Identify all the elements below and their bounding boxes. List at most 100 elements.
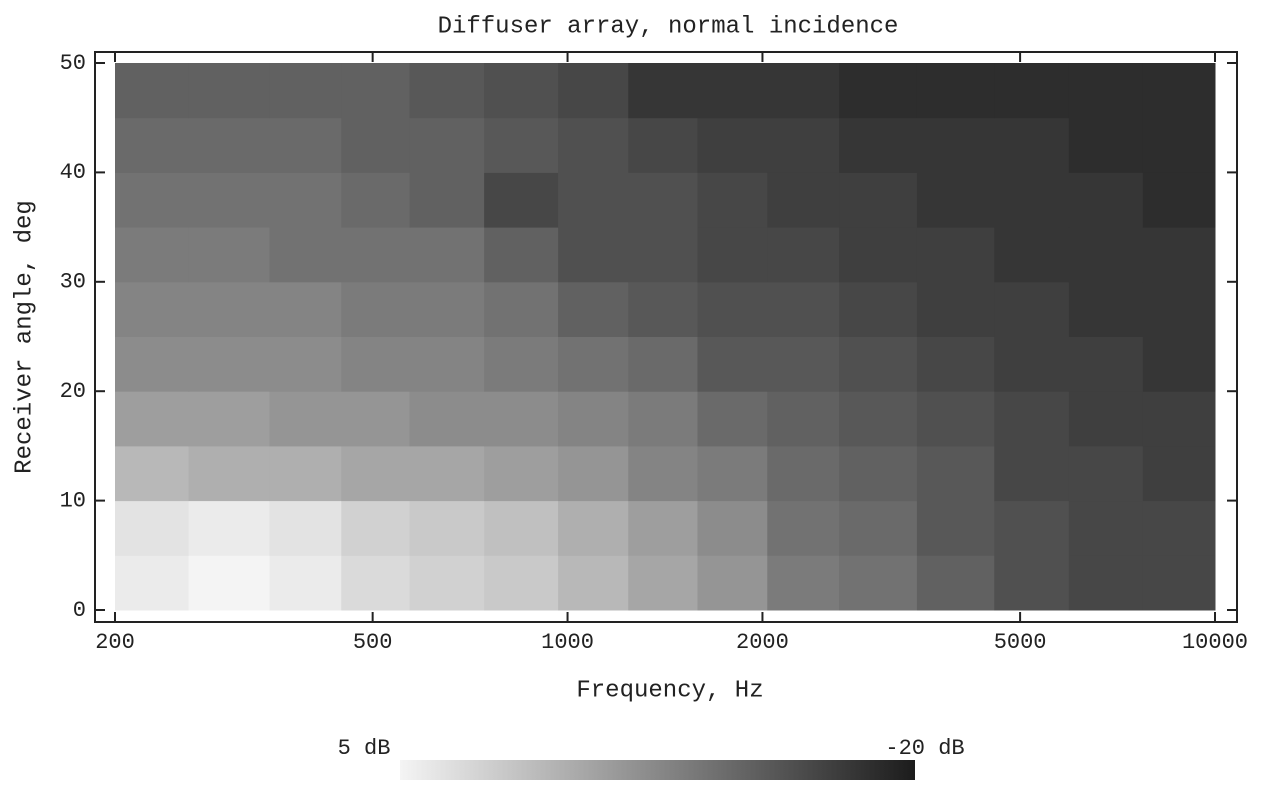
heat-cell bbox=[767, 500, 840, 556]
heat-cell bbox=[767, 227, 840, 283]
heat-cell bbox=[409, 63, 485, 119]
x-tick-label: 10000 bbox=[1182, 630, 1248, 655]
heat-cell bbox=[558, 336, 629, 392]
x-tick-label: 5000 bbox=[994, 630, 1047, 655]
heat-cell bbox=[697, 555, 768, 611]
heat-cell bbox=[994, 391, 1070, 447]
heat-cell bbox=[409, 445, 485, 502]
x-tick-label: 200 bbox=[95, 630, 135, 655]
x-axis-label: Frequency, Hz bbox=[576, 677, 763, 704]
heat-cell bbox=[994, 336, 1070, 392]
heat-cell bbox=[994, 555, 1070, 611]
heat-cell bbox=[1142, 281, 1216, 337]
heat-cell bbox=[188, 281, 270, 337]
heat-cell bbox=[628, 555, 698, 611]
heat-cell bbox=[484, 227, 559, 283]
heat-cell bbox=[839, 555, 918, 611]
heat-cell bbox=[839, 500, 918, 556]
heat-cell bbox=[269, 63, 342, 119]
y-tick-label: 10 bbox=[60, 488, 86, 513]
heat-cell bbox=[484, 281, 559, 337]
heat-cell bbox=[916, 172, 995, 228]
heat-cell bbox=[484, 117, 559, 173]
heat-cell bbox=[409, 227, 485, 283]
heat-cell bbox=[188, 336, 270, 392]
heat-cell bbox=[697, 281, 768, 337]
heat-cell bbox=[839, 117, 918, 173]
heat-cell bbox=[341, 117, 411, 173]
heat-cell bbox=[558, 281, 629, 337]
heat-cell bbox=[115, 63, 190, 119]
heat-cell bbox=[558, 391, 629, 447]
heat-cell bbox=[1068, 63, 1144, 119]
x-tick-label: 500 bbox=[353, 630, 393, 655]
heat-cell bbox=[269, 500, 342, 556]
heat-cell bbox=[994, 63, 1070, 119]
heat-cell bbox=[409, 555, 485, 611]
heat-cell bbox=[188, 391, 270, 447]
heat-cell bbox=[269, 117, 342, 173]
heat-cell bbox=[839, 391, 918, 447]
heat-cell bbox=[916, 63, 995, 119]
heat-cell bbox=[1068, 117, 1144, 173]
heat-cell bbox=[628, 445, 698, 502]
heat-cell bbox=[341, 555, 411, 611]
heat-cell bbox=[839, 336, 918, 392]
heat-cell bbox=[341, 63, 411, 119]
heat-cell bbox=[767, 555, 840, 611]
heat-cell bbox=[839, 63, 918, 119]
heat-cell bbox=[115, 391, 190, 447]
heat-cell bbox=[767, 63, 840, 119]
heat-cell bbox=[1142, 391, 1216, 447]
heat-cell bbox=[409, 172, 485, 228]
heat-cell bbox=[916, 391, 995, 447]
heat-cell bbox=[1068, 391, 1144, 447]
heat-cell bbox=[558, 500, 629, 556]
y-axis-label: Receiver angle, deg bbox=[11, 200, 38, 474]
heat-cell bbox=[697, 172, 768, 228]
heat-cell bbox=[341, 445, 411, 502]
colorbar-label: -20 dB bbox=[885, 736, 964, 761]
y-tick-label: 50 bbox=[60, 51, 86, 76]
heat-cell bbox=[115, 336, 190, 392]
heat-cell bbox=[767, 281, 840, 337]
heat-cell bbox=[115, 445, 190, 502]
heat-cell bbox=[1068, 281, 1144, 337]
heat-cell bbox=[767, 391, 840, 447]
heat-cell bbox=[1142, 336, 1216, 392]
heat-cell bbox=[188, 445, 270, 502]
heat-cell bbox=[1068, 227, 1144, 283]
heat-cell bbox=[558, 445, 629, 502]
heat-cell bbox=[916, 336, 995, 392]
plot-frame bbox=[94, 51, 1238, 623]
heat-cell bbox=[269, 445, 342, 502]
heat-cell bbox=[558, 555, 629, 611]
heat-cell bbox=[916, 500, 995, 556]
heat-cell bbox=[628, 500, 698, 556]
heat-cell bbox=[767, 172, 840, 228]
heat-cell bbox=[484, 391, 559, 447]
y-tick-label: 30 bbox=[60, 270, 86, 295]
heat-cell bbox=[558, 172, 629, 228]
chart-title: Diffuser array, normal incidence bbox=[438, 13, 899, 40]
heat-cell bbox=[115, 555, 190, 611]
heat-cell bbox=[1142, 63, 1216, 119]
y-tick-label: 40 bbox=[60, 160, 86, 185]
heat-cell bbox=[697, 445, 768, 502]
heat-cell bbox=[628, 117, 698, 173]
heat-cell bbox=[341, 172, 411, 228]
heat-cell bbox=[628, 281, 698, 337]
heat-cell bbox=[916, 117, 995, 173]
heat-cell bbox=[994, 281, 1070, 337]
heat-cell bbox=[341, 336, 411, 392]
heat-cell bbox=[484, 172, 559, 228]
heat-cell bbox=[269, 391, 342, 447]
heat-cell bbox=[269, 172, 342, 228]
heat-cell bbox=[115, 281, 190, 337]
y-tick-label: 0 bbox=[73, 598, 86, 623]
heat-cell bbox=[839, 281, 918, 337]
heat-cell bbox=[1142, 555, 1216, 611]
heat-cell bbox=[269, 555, 342, 611]
heat-cell bbox=[115, 117, 190, 173]
heat-cell bbox=[1068, 445, 1144, 502]
